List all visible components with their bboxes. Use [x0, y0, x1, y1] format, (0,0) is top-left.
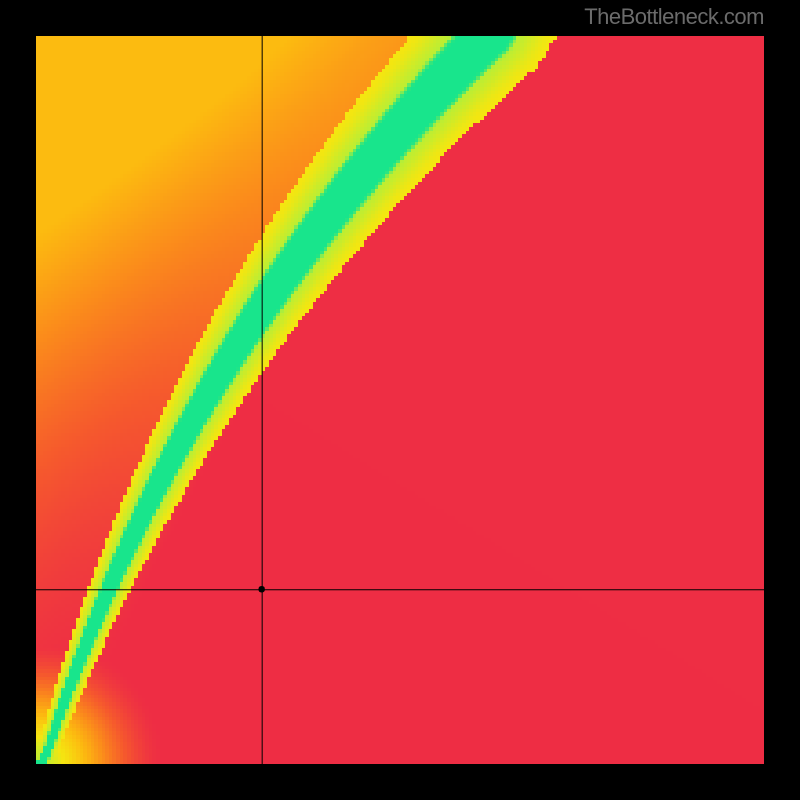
attribution-label: TheBottleneck.com	[584, 4, 764, 30]
heatmap-canvas	[36, 36, 764, 764]
heatmap-plot	[36, 36, 764, 764]
